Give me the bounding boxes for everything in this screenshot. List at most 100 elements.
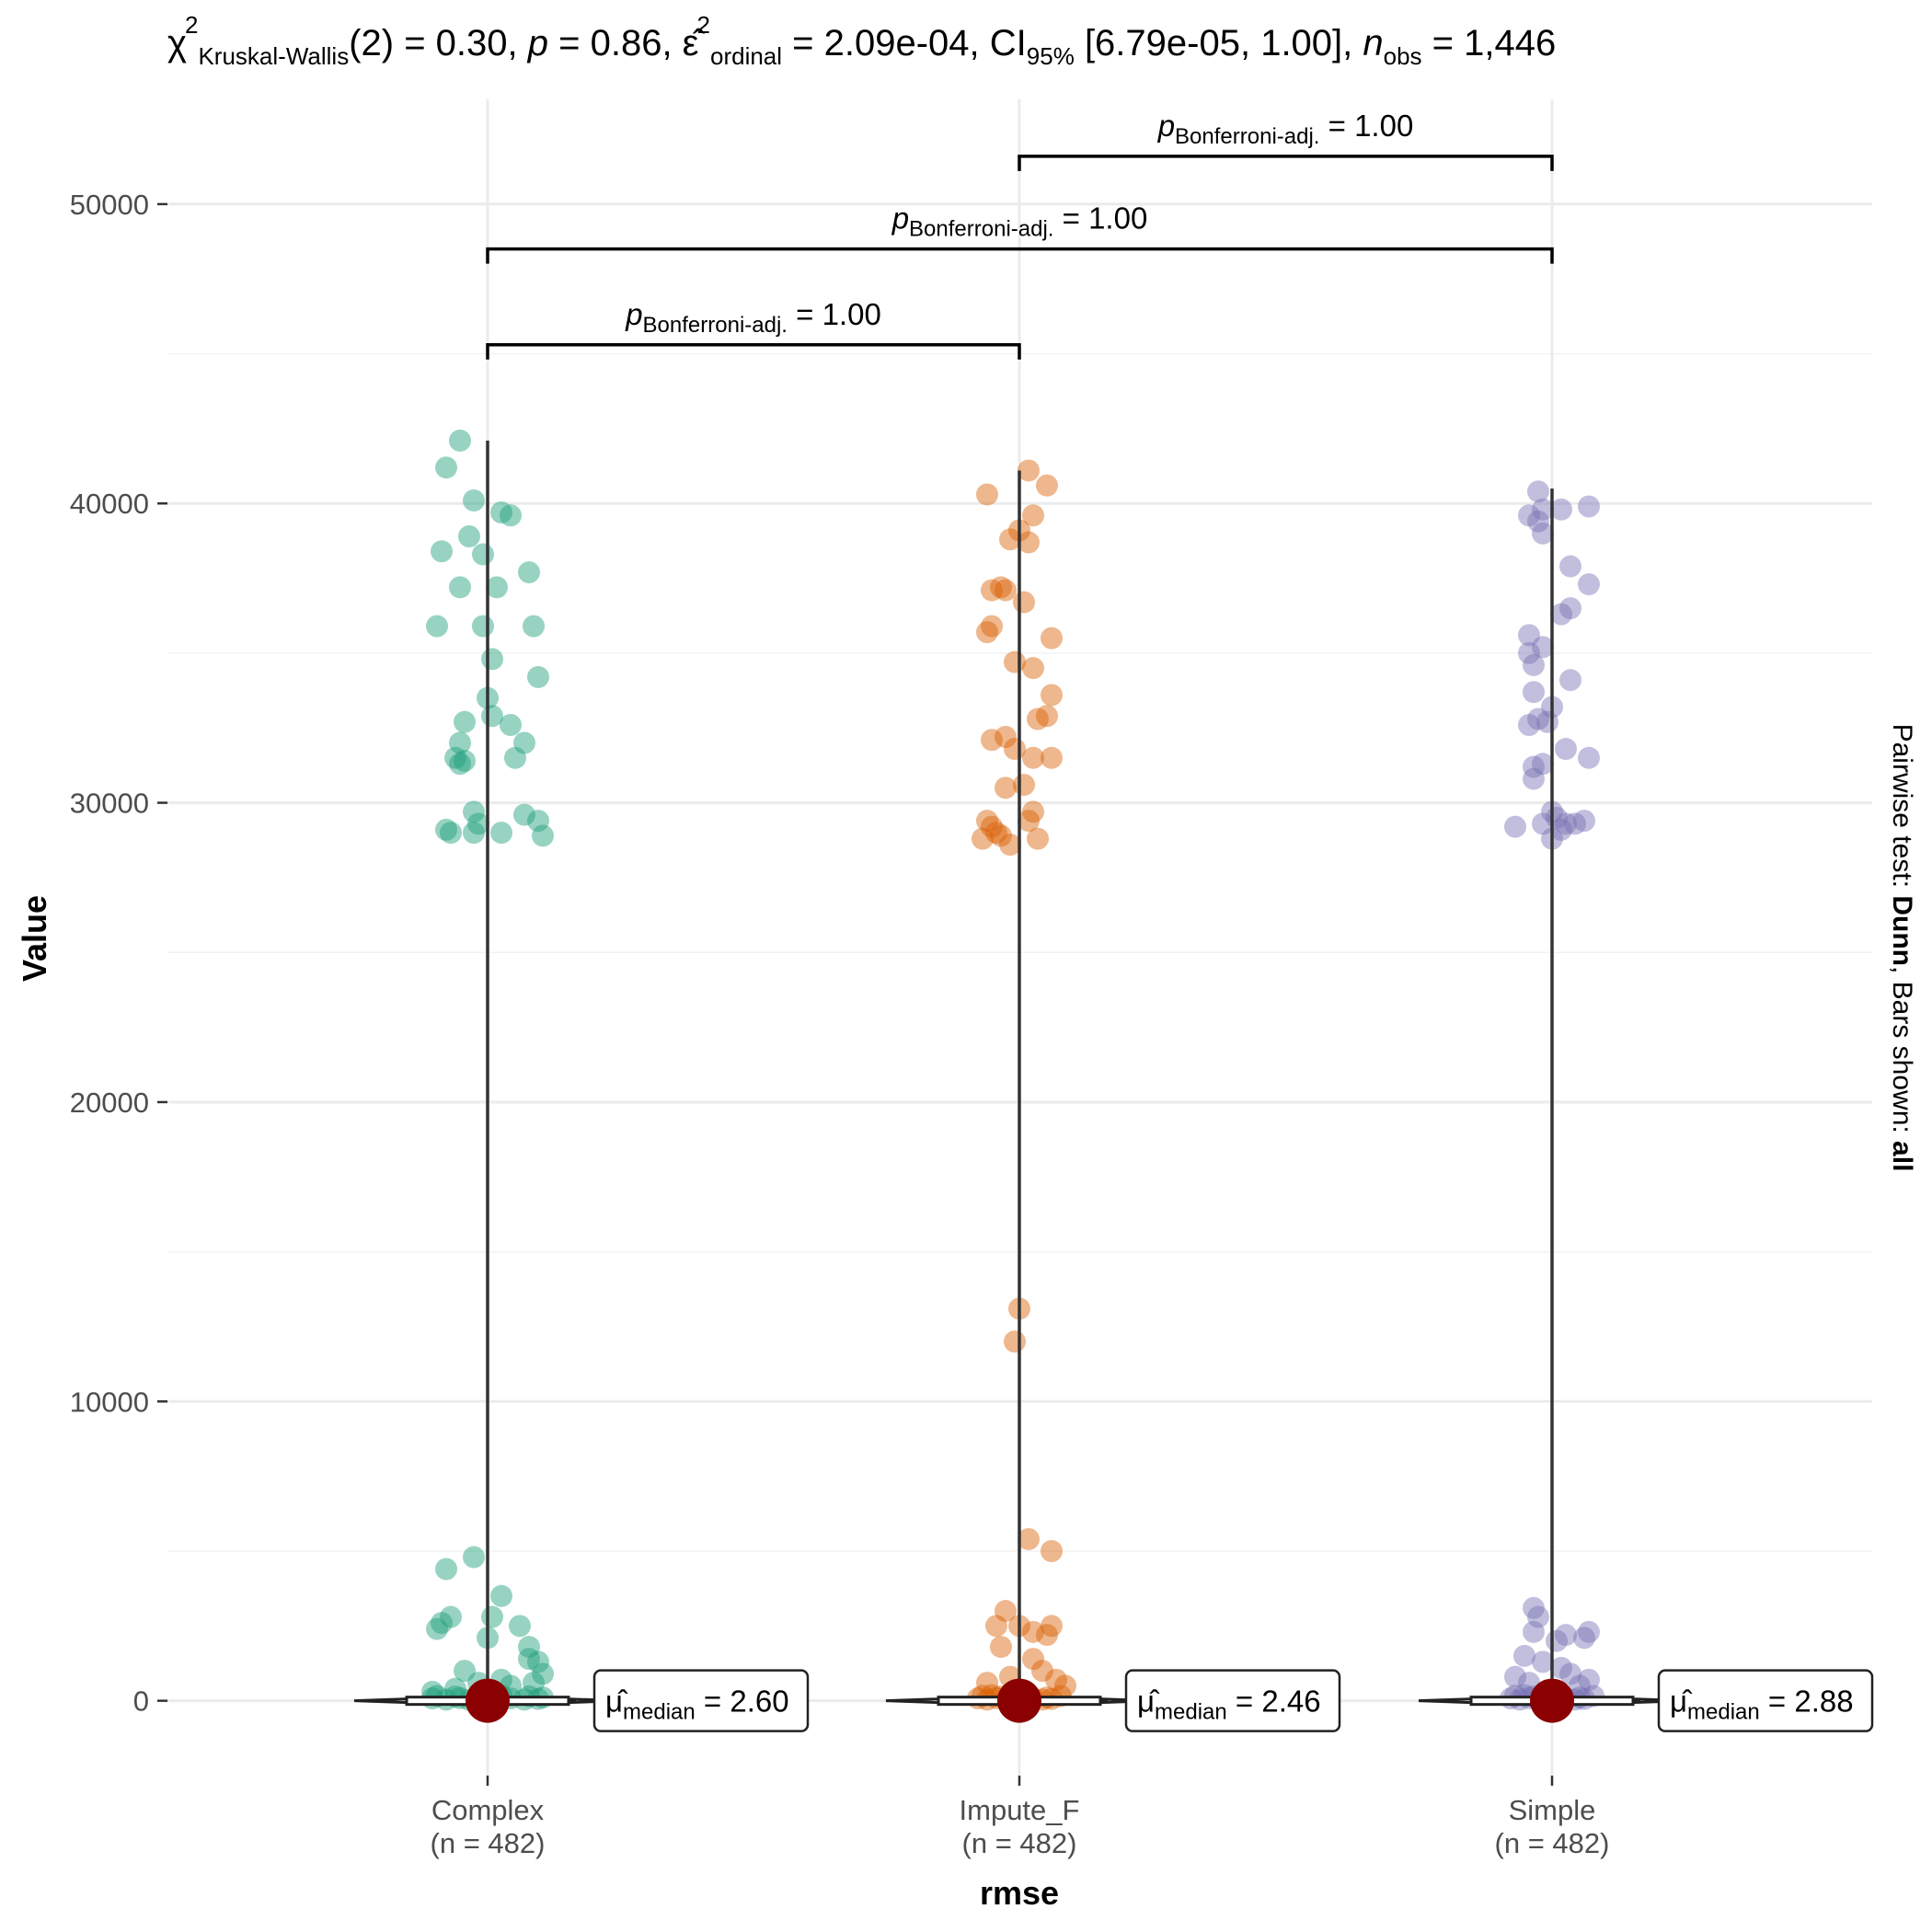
- data-point: [1523, 681, 1545, 704]
- subtitle-part: (2) = 0.30,: [349, 23, 528, 63]
- data-point: [1532, 498, 1554, 521]
- data-point: [1022, 504, 1044, 527]
- median-label-box: [1124, 1669, 1341, 1732]
- subtitle-part: ordinal: [710, 42, 782, 70]
- data-point: [426, 1617, 448, 1640]
- data-point: [435, 456, 457, 479]
- data-point: [985, 822, 1007, 845]
- data-point: [1527, 510, 1549, 533]
- data-point: [1532, 812, 1554, 835]
- data-point: [1523, 1620, 1545, 1643]
- subtitle-part: = 2.09e-04, CI: [782, 23, 1027, 63]
- bracket: [486, 247, 1554, 264]
- median-sub: median: [623, 1700, 696, 1725]
- subtitle-part: 2: [697, 11, 710, 39]
- data-point: [1559, 597, 1581, 620]
- data-point: [1031, 1660, 1053, 1683]
- data-point: [1532, 636, 1554, 659]
- data-point: [490, 822, 512, 845]
- data-point: [1013, 591, 1035, 614]
- y-tick-label: 0: [133, 1685, 149, 1718]
- data-point: [1550, 498, 1572, 521]
- data-point: [1018, 459, 1040, 482]
- data-point: [454, 1660, 476, 1683]
- data-point: [976, 1672, 998, 1695]
- data-point: [976, 621, 998, 644]
- data-point: [1550, 603, 1572, 626]
- x-tick-count: (n = 482): [431, 1827, 546, 1859]
- data-point: [532, 824, 554, 847]
- x-tick-label: Impute_F: [960, 1794, 1080, 1826]
- p-value: = 1.00: [1053, 201, 1147, 236]
- data-point: [1527, 480, 1549, 503]
- data-point: [1022, 1620, 1044, 1643]
- p-sub: Bonferroni-adj.: [1175, 124, 1319, 149]
- data-point: [449, 576, 471, 599]
- data-point: [1550, 818, 1572, 841]
- median-value: = 2.60: [696, 1685, 789, 1719]
- data-point: [435, 818, 457, 841]
- pairwise-p-label: pBonferroni-adj. = 1.00: [1157, 109, 1414, 149]
- data-point: [985, 1615, 1007, 1638]
- data-point: [449, 753, 471, 776]
- x-tick-count: (n = 482): [1495, 1827, 1610, 1859]
- data-point: [463, 1546, 485, 1569]
- data-point: [1518, 713, 1540, 736]
- data-point: [1004, 1330, 1026, 1353]
- p-symbol: p: [625, 297, 642, 331]
- y-tick-label: 30000: [70, 788, 149, 820]
- data-point: [1504, 815, 1526, 838]
- subtitle-part: n: [1363, 23, 1383, 63]
- data-point: [1536, 710, 1558, 733]
- data-point: [1036, 1624, 1058, 1647]
- bracket: [486, 343, 1021, 360]
- data-point: [981, 615, 1003, 638]
- data-point: [1027, 827, 1049, 850]
- data-point: [1041, 627, 1063, 650]
- median-sub: median: [1687, 1700, 1760, 1725]
- data-point: [527, 665, 549, 688]
- data-point: [1559, 1662, 1581, 1685]
- data-point: [1045, 1668, 1067, 1691]
- subtitle-part: p: [527, 23, 548, 63]
- data-point: [454, 710, 476, 733]
- p-sub: Bonferroni-adj.: [643, 313, 788, 338]
- subtitle-part: χ: [167, 23, 187, 63]
- p-value: = 1.00: [1319, 109, 1413, 143]
- data-point: [1041, 684, 1063, 707]
- pairwise-p-label: pBonferroni-adj. = 1.00: [891, 201, 1148, 242]
- data-point: [1546, 1629, 1568, 1652]
- data-point: [990, 1636, 1012, 1659]
- data-point: [458, 525, 480, 548]
- data-point: [995, 776, 1017, 799]
- data-point: [523, 615, 545, 638]
- data-point: [1555, 1624, 1577, 1647]
- data-point: [500, 504, 522, 527]
- data-point: [527, 1650, 549, 1673]
- data-point: [518, 1648, 540, 1671]
- p-value: = 1.00: [788, 297, 881, 331]
- data-point: [500, 713, 522, 736]
- data-point: [1573, 1627, 1595, 1650]
- median-value: = 2.46: [1227, 1685, 1321, 1719]
- data-point: [449, 429, 471, 452]
- data-point: [972, 827, 994, 850]
- data-point: [518, 561, 540, 584]
- data-point: [995, 726, 1017, 749]
- group-impute_f: μ̂median = 2.46: [885, 459, 1341, 1732]
- y-axis: 0 10000 20000 30000 40000 50000: [70, 189, 167, 1718]
- median-label-box: [592, 1669, 810, 1732]
- data-point: [1513, 1644, 1535, 1667]
- data-point: [444, 1677, 466, 1700]
- y-axis-title: Value: [16, 895, 53, 982]
- p-symbol: p: [891, 201, 909, 236]
- data-point: [1573, 810, 1595, 833]
- data-point: [1569, 1674, 1591, 1697]
- data-point: [1559, 669, 1581, 692]
- data-point: [981, 729, 1003, 752]
- data-point: [523, 1672, 545, 1695]
- caption-prefix: Pairwise test:: [1887, 724, 1917, 896]
- group-simple: μ̂median = 2.88: [1418, 480, 1874, 1732]
- x-tick-label: Simple: [1509, 1794, 1596, 1826]
